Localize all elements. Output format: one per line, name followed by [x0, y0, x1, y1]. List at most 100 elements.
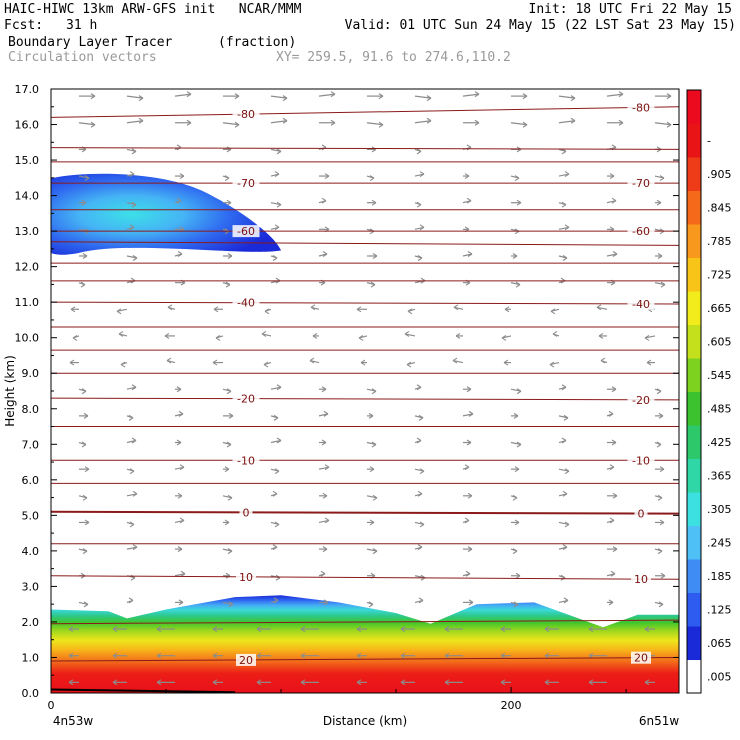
y-tick-label: 5.0 — [22, 509, 40, 522]
circulation-vector — [606, 93, 624, 97]
vector-arrowhead — [516, 441, 522, 448]
circulation-vector — [318, 466, 330, 470]
vector-arrowhead — [418, 597, 424, 604]
isotherm-label-bg — [627, 225, 655, 238]
terrain-line — [50, 688, 236, 694]
colorbar-label: .665 — [707, 302, 732, 315]
isotherm-label-bg — [631, 573, 651, 586]
vector-arrowhead — [618, 91, 624, 98]
vector-arrowhead — [179, 173, 185, 180]
isotherm-label: 10 — [239, 571, 253, 584]
vector-arrowhead — [131, 384, 137, 391]
colorbar-label: .725 — [707, 268, 732, 281]
vector-arrowhead — [178, 410, 184, 417]
vector-arrowhead — [453, 304, 459, 311]
right-endpoint-label: 6n51w — [639, 714, 680, 728]
vector-arrowhead — [644, 626, 650, 633]
vector-arrowhead — [68, 652, 74, 659]
circulation-vector — [596, 306, 608, 310]
vector-arrowhead — [84, 519, 90, 526]
y-tick-label: 13.0 — [15, 225, 40, 238]
colorbar-label: .065 — [707, 637, 732, 650]
vector-arrowhead — [323, 599, 329, 606]
isotherm-label: 0 — [638, 507, 645, 520]
vector-arrowhead — [372, 548, 378, 555]
vector-arrowhead — [656, 388, 662, 395]
vector-arrowhead — [256, 679, 262, 686]
vector-arrowhead — [224, 519, 230, 526]
vector-arrowhead — [224, 175, 230, 182]
vector-arrowhead — [514, 519, 520, 526]
vector-arrowhead — [129, 171, 135, 178]
vector-arrowhead — [368, 412, 374, 419]
left-endpoint-label: 4n53w — [53, 714, 94, 728]
vector-arrowhead — [612, 546, 618, 553]
vector-arrowhead — [320, 570, 326, 577]
vector-arrowhead — [176, 197, 182, 204]
y-tick-label: 12.0 — [15, 261, 40, 274]
vector-arrowhead — [282, 117, 288, 124]
vector-arrowhead — [70, 306, 76, 313]
vector-arrowhead — [416, 201, 422, 208]
isotherm-label-bg — [627, 393, 655, 406]
vector-arrowhead — [132, 255, 138, 261]
vector-arrowhead — [588, 679, 594, 686]
init-time: Init: 18 UTC Fri 22 May 15 — [528, 2, 733, 17]
colorbar-label: .845 — [707, 201, 732, 214]
vector-arrowhead — [474, 91, 480, 98]
vector-arrowhead — [418, 414, 424, 421]
isotherm-label: -20 — [632, 394, 650, 407]
vector-arrowhead — [404, 330, 410, 337]
vector-arrowhead — [426, 117, 432, 124]
vector-arrowhead — [112, 679, 118, 686]
isotherm-label-bg — [232, 392, 260, 405]
vector-arrowhead — [90, 121, 96, 128]
isotherm-line — [50, 656, 680, 662]
colorbar-bin — [687, 324, 701, 359]
vector-arrowhead — [564, 521, 570, 528]
vector-arrowhead — [370, 281, 376, 288]
vector-arrowhead — [656, 199, 662, 206]
vector-arrowhead — [274, 468, 280, 475]
vector-arrowhead — [562, 544, 568, 551]
vector-arrowhead — [272, 255, 278, 261]
boundary-layer-shading — [51, 595, 679, 693]
colorbar-bin — [687, 291, 701, 325]
vector-arrowhead — [378, 121, 384, 128]
vector-arrowhead — [444, 626, 450, 633]
vector-arrowhead — [272, 490, 278, 497]
vector-arrowhead — [512, 548, 518, 555]
vector-arrowhead — [513, 412, 519, 419]
isotherm-label: -40 — [237, 297, 255, 310]
circulation-vector — [126, 255, 138, 259]
colorbar-label: - — [707, 134, 711, 147]
vector-arrowhead — [177, 251, 183, 257]
vector-arrowhead — [611, 386, 617, 393]
circulation-vector — [366, 548, 378, 552]
vector-arrowhead — [452, 357, 458, 364]
vector-arrowhead — [234, 121, 240, 128]
vector-arrowhead — [544, 679, 550, 686]
vector-arrowhead — [300, 652, 306, 659]
circulation-vector — [270, 386, 282, 390]
vector-arrowhead — [564, 468, 570, 475]
vector-arrowhead — [131, 148, 137, 155]
vector-arrowhead — [276, 437, 282, 444]
vector-arrowhead — [644, 679, 650, 686]
vector-arrowhead — [167, 304, 173, 311]
vector-arrowhead — [659, 175, 665, 182]
circulation-vector — [174, 573, 186, 577]
vector-arrowhead — [371, 199, 377, 206]
y-tick-label: 11.0 — [15, 296, 40, 309]
circulation-vector — [462, 93, 480, 97]
vector-arrowhead — [467, 492, 473, 499]
vector-arrowhead — [562, 490, 568, 497]
isotherm-label-bg — [232, 225, 260, 238]
isotherm-label-bg — [236, 653, 256, 666]
vector-arrowhead — [369, 175, 375, 182]
colorbar-label: .605 — [707, 335, 732, 348]
vector-arrowhead — [515, 281, 521, 288]
colorbar-label: .305 — [707, 503, 732, 516]
vector-arrowhead — [416, 384, 422, 391]
isotherm-line — [50, 301, 680, 305]
